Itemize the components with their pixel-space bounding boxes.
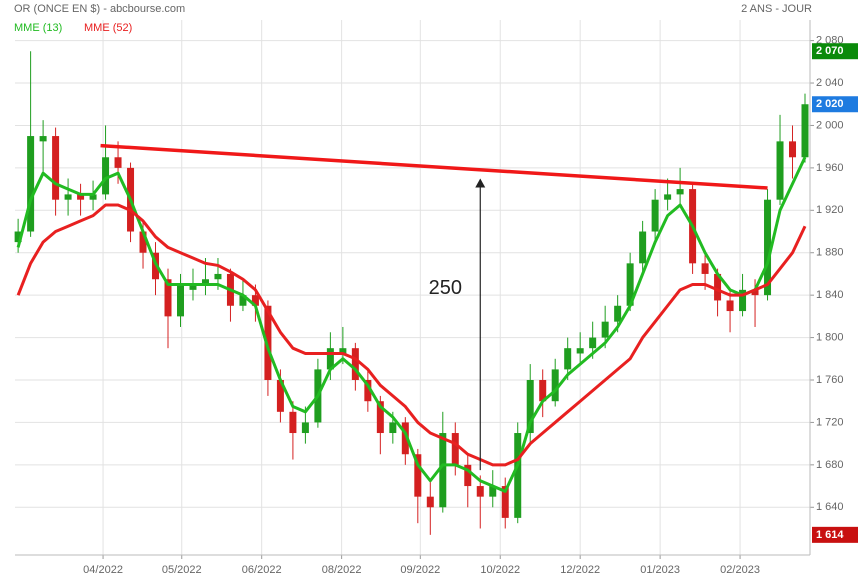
y-tick-label: 1 720 (816, 416, 844, 428)
candle-body (326, 348, 334, 370)
chart-title: OR (ONCE EN $) - abcbourse.com (14, 3, 185, 15)
candle-body (576, 348, 584, 354)
trendline (100, 143, 768, 190)
candle-body (389, 422, 397, 434)
candle-body (764, 199, 772, 296)
candle-body (651, 199, 659, 232)
x-tick-label: 06/2022 (242, 564, 282, 576)
candle-body (739, 289, 747, 312)
candle-body (39, 136, 47, 142)
candle-body (564, 348, 572, 370)
legend-entry: MME (13) (14, 22, 62, 34)
candle-body (601, 321, 609, 338)
candle-body (351, 348, 359, 380)
candle-body (102, 157, 110, 195)
moving-average-line (16, 156, 807, 493)
candle-body (401, 422, 409, 455)
candle-body (789, 141, 797, 158)
price-label-box (812, 43, 858, 60)
x-tick-label: 09/2022 (400, 564, 440, 576)
arrow-head (475, 178, 486, 188)
price-label: 1 614 (816, 529, 844, 541)
candle-body (614, 305, 622, 322)
candle-body (89, 194, 97, 200)
candle-body (626, 263, 634, 306)
candle-body (189, 284, 197, 290)
y-tick-label: 1 840 (816, 289, 844, 301)
candle-body (176, 284, 184, 317)
candle-body (14, 231, 22, 243)
legend-entry: MME (52) (84, 22, 132, 34)
candle-body (726, 300, 734, 312)
candle-body (289, 411, 297, 434)
candle-body (77, 194, 85, 200)
candle-body (27, 136, 35, 232)
y-tick-label: 1 640 (816, 501, 844, 513)
price-label: 2 020 (816, 98, 844, 110)
candle-body (589, 337, 597, 349)
candle-body (526, 380, 534, 434)
candle-body (64, 194, 72, 200)
x-tick-label: 05/2022 (162, 564, 202, 576)
x-tick-label: 08/2022 (322, 564, 362, 576)
candle-body (489, 486, 497, 497)
x-tick-label: 01/2023 (640, 564, 680, 576)
candle-body (376, 401, 384, 434)
candle-body (451, 433, 459, 465)
candle-body (276, 380, 284, 412)
candle-body (714, 273, 722, 301)
candle-body (664, 194, 672, 200)
candle-body (339, 348, 347, 354)
y-tick-label: 2 040 (816, 77, 844, 89)
candle-body (426, 496, 434, 508)
candle-body (139, 231, 147, 253)
y-tick-label: 1 960 (816, 162, 844, 174)
x-tick-label: 12/2022 (560, 564, 600, 576)
candle-body (551, 369, 559, 402)
candle-body (164, 279, 172, 317)
candle-body (539, 380, 547, 402)
y-tick-label: 1 680 (816, 459, 844, 471)
candle-body (676, 189, 684, 195)
y-tick-label: 1 880 (816, 247, 844, 259)
candle-body (639, 231, 647, 264)
x-tick-label: 10/2022 (480, 564, 520, 576)
candle-body (114, 157, 122, 168)
x-tick-label: 02/2023 (720, 564, 760, 576)
candle-body (501, 486, 509, 518)
candle-body (801, 104, 809, 158)
annotation: 250 (429, 277, 462, 299)
candle-body (701, 263, 709, 274)
candle-body (214, 273, 222, 280)
price-label: 2 070 (816, 45, 844, 57)
candle-body (464, 464, 472, 487)
candle-body (776, 141, 784, 200)
candle-body (239, 295, 247, 306)
candle-body (201, 279, 209, 285)
moving-average-line (16, 203, 807, 467)
price-label-box (812, 96, 858, 113)
price-label-box (812, 526, 858, 543)
y-tick-label: 2 000 (816, 119, 844, 131)
candle-body (364, 380, 372, 402)
candle-body (414, 454, 422, 497)
y-tick-label: 1 760 (816, 374, 844, 386)
candle-body (251, 295, 259, 306)
y-tick-label: 1 920 (816, 204, 844, 216)
candle-body (476, 486, 484, 497)
candle-body (514, 433, 522, 518)
candle-body (301, 422, 309, 434)
x-tick-label: 04/2022 (83, 564, 123, 576)
candle-body (751, 289, 759, 296)
y-tick-label: 1 800 (816, 331, 844, 343)
candle-body (52, 136, 60, 200)
chart-subtitle: 2 ANS - JOUR (741, 3, 812, 15)
candle-body (439, 433, 447, 508)
